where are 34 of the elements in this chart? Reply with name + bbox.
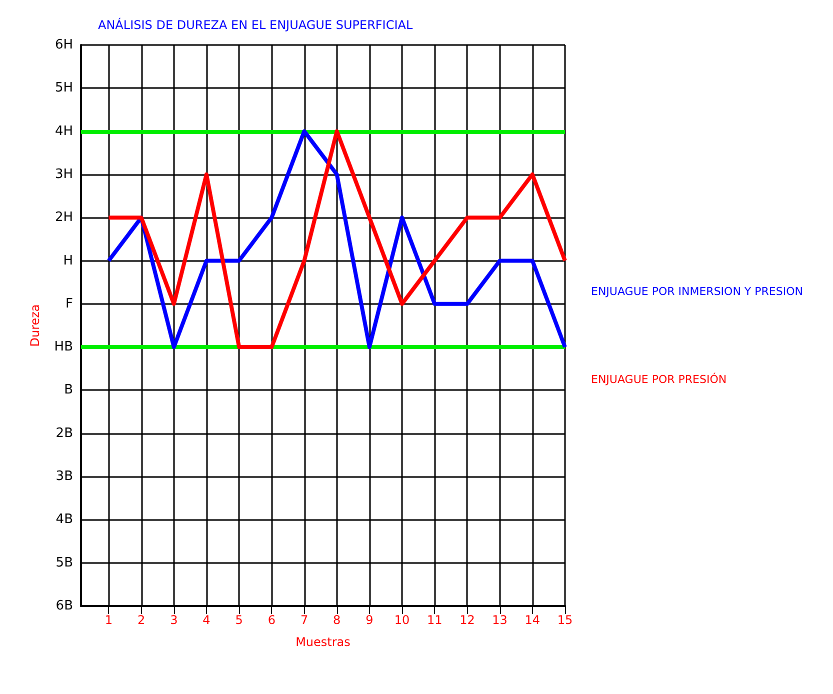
category-label: 5B [56,555,73,570]
category-label: B [64,382,73,398]
x-tick-label: 4 [202,613,210,627]
y-axis-title: Dureza [28,304,42,347]
x-tick-label: 15 [557,613,573,627]
category-label: 3B [56,469,73,484]
x-tick-label: 11 [426,613,442,627]
category-label: 6B [56,598,73,614]
x-tick-label: 13 [492,613,508,627]
text: ENJUAGUE POR INMERSION Y PRESION [591,285,803,298]
text: ENJUAGUE POR PRESIÓN [591,372,727,386]
x-tick-label: 2 [137,613,146,627]
category-label: 4H [54,124,73,139]
category-label: 3H [54,166,73,182]
x-tick-label: 7 [300,613,308,627]
category-label: 2H [54,210,73,226]
category-label: 4B [56,512,73,528]
x-tick-label: 12 [460,613,475,627]
x-tick-label: 1 [104,613,113,627]
category-label: 2B [56,426,73,441]
x-tick-label: 3 [170,613,178,627]
category-label: F [66,296,73,312]
x-tick-label: 10 [394,613,410,627]
category-label: HB [54,340,73,355]
x-tick-label: 14 [524,613,540,627]
category-label: 5H [54,80,73,96]
x-tick-label: 8 [333,613,341,627]
category-label: 6H [54,38,73,52]
chart-title: ANÁLISIS DE DUREZA EN EL ENJUAGUE SUPERFICIAL [98,17,413,32]
x-tick-label: 5 [235,613,243,627]
x-tick-label: 9 [366,613,374,627]
x-axis-title: Muestras [296,635,350,649]
category-label: H [63,253,73,268]
x-tick-label: 6 [268,613,276,627]
